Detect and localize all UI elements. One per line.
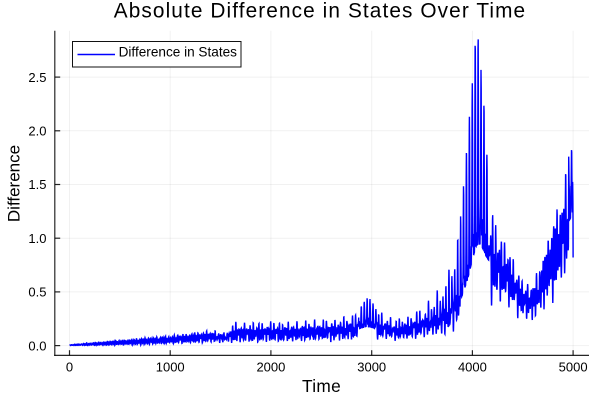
svg-text:Difference: Difference (5, 145, 24, 222)
svg-text:2.5: 2.5 (28, 70, 46, 85)
svg-text:5000: 5000 (559, 359, 588, 374)
svg-text:Absolute Difference in States: Absolute Difference in States Over Time (114, 0, 526, 23)
svg-text:1.0: 1.0 (28, 231, 46, 246)
svg-text:0.5: 0.5 (28, 285, 46, 300)
svg-text:3000: 3000 (357, 359, 386, 374)
svg-text:1.5: 1.5 (28, 177, 46, 192)
svg-text:2.0: 2.0 (28, 124, 46, 139)
svg-text:Time: Time (302, 376, 341, 396)
svg-text:Difference in States: Difference in States (119, 45, 238, 60)
svg-text:1000: 1000 (156, 359, 185, 374)
svg-text:4000: 4000 (458, 359, 487, 374)
svg-text:0.0: 0.0 (28, 338, 46, 353)
svg-text:0: 0 (66, 359, 73, 374)
svg-text:2000: 2000 (256, 359, 285, 374)
